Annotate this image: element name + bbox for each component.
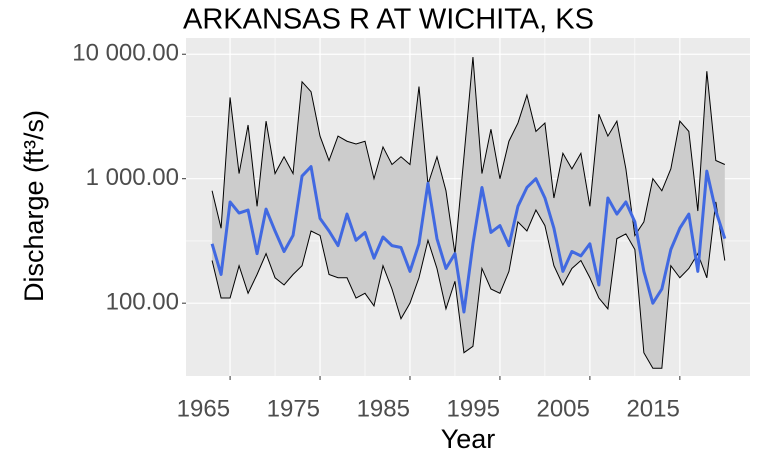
series-line	[210, 165, 727, 314]
x-tick-label: 1995	[447, 395, 500, 422]
y-axis-title: Discharge (ft³/s)	[19, 110, 49, 302]
x-tick-label: 2005	[536, 395, 589, 422]
ribbon-low-line	[211, 201, 726, 369]
x-tick-label: 1965	[177, 395, 230, 422]
y-tick-label: 10 000.00	[72, 40, 179, 67]
ribbon-high-line	[211, 56, 726, 254]
chart-title: ARKANSAS R AT WICHITA, KS	[183, 4, 594, 36]
x-tick-label: 2015	[626, 395, 679, 422]
y-tick-label: 1 000.00	[86, 164, 179, 191]
y-tick-label: 100.00	[106, 289, 179, 316]
ribbon-area	[212, 56, 725, 369]
x-axis-title: Year	[441, 424, 496, 454]
x-tick-label: 1975	[267, 395, 320, 422]
x-tick-label: 1985	[357, 395, 410, 422]
